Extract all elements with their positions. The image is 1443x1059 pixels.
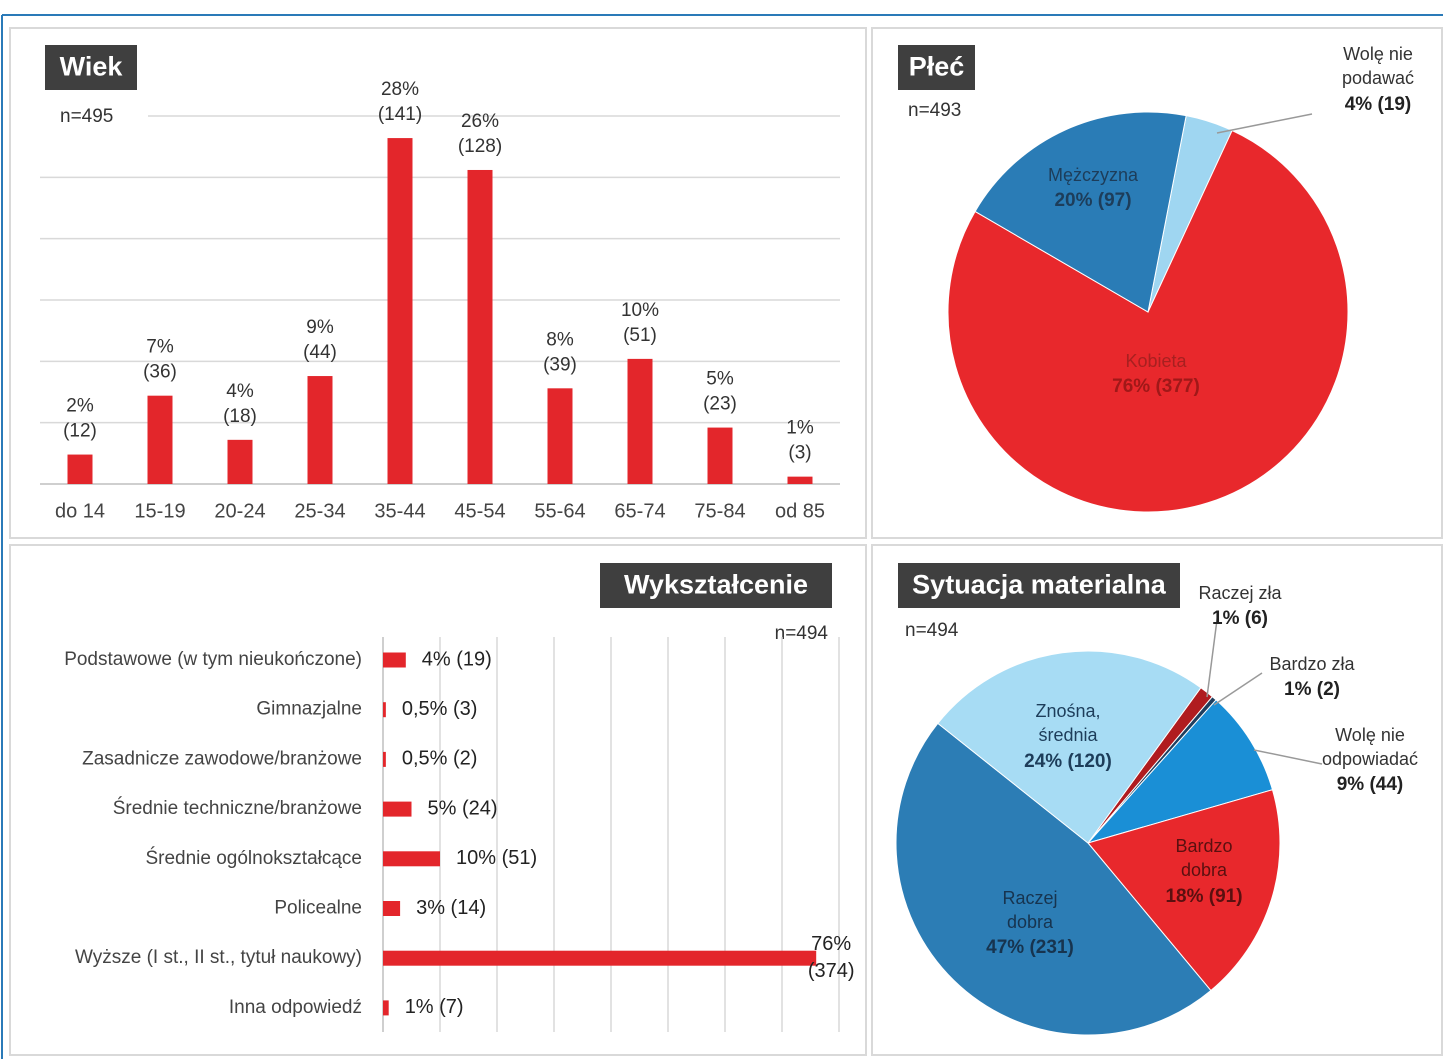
y-tick-label: Podstawowe (w tym nieukończone) bbox=[64, 649, 362, 670]
bar bbox=[147, 395, 173, 484]
data-label: 4% (18) bbox=[223, 381, 257, 427]
x-tick-label: od 85 bbox=[775, 500, 825, 522]
pie-slice bbox=[937, 650, 1202, 844]
data-label: 10% (51) bbox=[456, 847, 537, 869]
panel bbox=[9, 544, 867, 1056]
bar bbox=[383, 901, 401, 916]
data-label: 5% (23) bbox=[703, 369, 737, 415]
leader-line bbox=[1206, 611, 1219, 698]
sample-size: n=494 bbox=[905, 620, 959, 641]
title-box bbox=[45, 45, 137, 90]
y-tick-label: Policealne bbox=[274, 898, 362, 919]
x-tick-label: 15-19 bbox=[134, 500, 185, 522]
data-label: 8% (39) bbox=[543, 329, 577, 375]
x-tick-label: 25-34 bbox=[294, 500, 345, 522]
slice-label: Wolę nie odpowiadać bbox=[1322, 725, 1418, 769]
bar bbox=[383, 751, 386, 767]
leader-line bbox=[1216, 113, 1313, 134]
slice-label: Wolę nie podawać bbox=[1342, 44, 1414, 88]
bar bbox=[383, 702, 386, 718]
data-label: 7% (36) bbox=[143, 337, 177, 383]
x-tick-label: 55-64 bbox=[534, 500, 585, 522]
bar bbox=[383, 1000, 389, 1016]
chart-title: Płeć bbox=[909, 52, 965, 82]
data-label: 9% (44) bbox=[303, 317, 337, 363]
y-tick-label: Zasadnicze zawodowe/branżowe bbox=[82, 748, 362, 769]
sample-size: n=494 bbox=[775, 623, 829, 644]
slice-value: 47% (231) bbox=[986, 937, 1074, 958]
chart-title: Sytuacja materialna bbox=[912, 570, 1167, 600]
slice-label: Bardzo dobra bbox=[1175, 836, 1232, 880]
bar bbox=[707, 427, 733, 484]
slice-value: 24% (120) bbox=[1024, 751, 1112, 772]
y-tick-label: Gimnazjalne bbox=[256, 699, 362, 720]
chart-title: Wiek bbox=[60, 52, 124, 82]
leader-line bbox=[1213, 672, 1263, 706]
bar bbox=[383, 652, 406, 668]
data-label: 10% (51) bbox=[621, 300, 659, 346]
x-tick-label: 75-84 bbox=[694, 500, 745, 522]
data-label: 3% (14) bbox=[416, 897, 486, 919]
slice-value: 76% (377) bbox=[1112, 376, 1200, 397]
title-box bbox=[600, 563, 832, 608]
title-box bbox=[898, 45, 975, 90]
data-label: 2% (12) bbox=[63, 396, 97, 442]
pie-slice bbox=[974, 111, 1187, 313]
panel bbox=[9, 27, 867, 539]
slice-value: 1% (2) bbox=[1284, 679, 1340, 700]
data-label: 0,5% (2) bbox=[402, 748, 478, 770]
y-tick-label: Inna odpowiedź bbox=[229, 997, 362, 1018]
slice-label: Raczej dobra bbox=[1002, 888, 1057, 932]
slice-value: 1% (6) bbox=[1212, 608, 1268, 629]
x-tick-label: 35-44 bbox=[374, 500, 425, 522]
x-tick-label: 65-74 bbox=[614, 500, 665, 522]
pie-slice bbox=[895, 722, 1212, 1036]
panel bbox=[871, 27, 1443, 539]
data-label: 26% (128) bbox=[458, 111, 502, 157]
bar bbox=[627, 358, 653, 484]
x-tick-label: 45-54 bbox=[454, 500, 505, 522]
sample-size: n=495 bbox=[60, 106, 113, 127]
bar bbox=[547, 388, 573, 484]
data-label: 1% (3) bbox=[786, 418, 814, 464]
data-label: 5% (24) bbox=[428, 797, 498, 819]
data-label: 0,5% (3) bbox=[402, 698, 478, 720]
slice-value: 9% (44) bbox=[1337, 774, 1404, 795]
bar bbox=[787, 476, 813, 484]
slice-label: Raczej zła bbox=[1198, 583, 1282, 603]
leader-line bbox=[1253, 749, 1323, 765]
pie-slice bbox=[1087, 789, 1281, 992]
y-tick-label: Średnie techniczne/branżowe bbox=[113, 797, 362, 819]
slice-label: Mężczyzna bbox=[1048, 165, 1139, 185]
data-label: 1% (7) bbox=[405, 996, 464, 1018]
title-box bbox=[898, 563, 1180, 608]
bar bbox=[383, 851, 440, 867]
pie-slice bbox=[947, 129, 1349, 513]
bar bbox=[307, 376, 333, 484]
slice-label: Znośna, średnia bbox=[1035, 701, 1100, 745]
data-label: 28% (141) bbox=[378, 79, 422, 125]
chart-title: Wykształcenie bbox=[624, 570, 808, 600]
x-tick-label: do 14 bbox=[55, 500, 105, 522]
slice-label: Kobieta bbox=[1125, 351, 1187, 371]
data-label: 4% (19) bbox=[422, 648, 492, 670]
sample-size: n=493 bbox=[908, 100, 961, 121]
bar bbox=[383, 801, 412, 817]
slice-value: 18% (91) bbox=[1165, 886, 1242, 907]
bar bbox=[227, 439, 253, 484]
bar bbox=[467, 169, 493, 484]
bar bbox=[383, 950, 817, 966]
panel bbox=[871, 544, 1443, 1056]
x-tick-label: 20-24 bbox=[214, 500, 265, 522]
bar bbox=[387, 138, 413, 484]
slice-label: Bardzo zła bbox=[1269, 654, 1355, 674]
data-label: 76% (374) bbox=[808, 933, 855, 982]
bar bbox=[67, 454, 93, 484]
slice-value: 20% (97) bbox=[1054, 190, 1131, 211]
y-tick-label: Średnie ogólnokształcące bbox=[145, 847, 362, 869]
y-tick-label: Wyższe (I st., II st., tytuł naukowy) bbox=[75, 947, 362, 968]
slice-value: 4% (19) bbox=[1345, 94, 1412, 115]
